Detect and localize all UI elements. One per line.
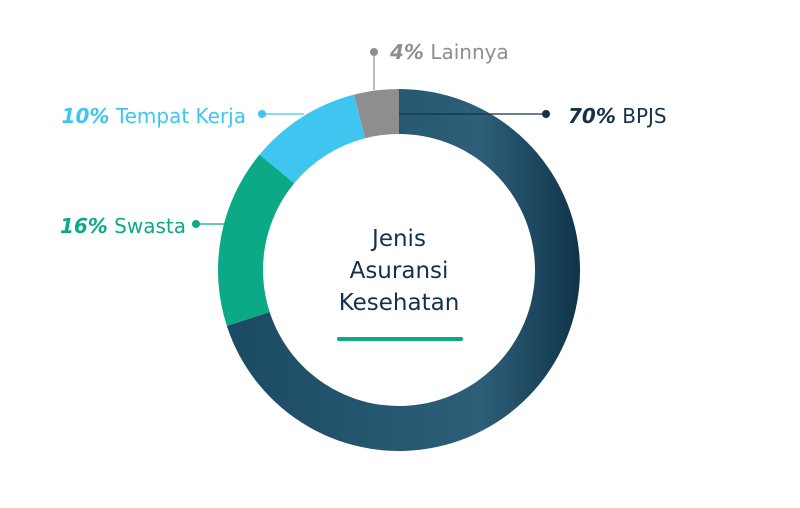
slice-swasta <box>218 154 295 326</box>
slice-name-tempat-kerja: Tempat Kerja <box>109 104 246 128</box>
slice-name-bpjs: BPJS <box>616 104 667 128</box>
leader-dot-bpjs <box>542 110 550 118</box>
leader-dot-tempat-kerja <box>258 110 266 118</box>
center-title-line-3: Kesehatan <box>339 290 460 316</box>
slice-percent-bpjs: 70% <box>568 104 616 128</box>
center-title: Jenis Asuransi Kesehatan <box>339 226 460 316</box>
leader-dot-lainnya <box>370 48 378 56</box>
slice-percent-tempat-kerja: 10% <box>62 104 110 128</box>
slice-percent-swasta: 16% <box>60 214 108 238</box>
slice-percent-lainnya: 4% <box>389 40 424 64</box>
slice-lainnya <box>353 89 399 139</box>
center-title-line-1: Jenis <box>370 226 426 252</box>
slice-tempat-kerja <box>259 94 366 184</box>
leader-dot-swasta <box>192 220 200 228</box>
center-title-line-2: Asuransi <box>350 258 449 284</box>
slice-name-swasta: Swasta <box>108 214 186 238</box>
slice-label-bpjs: 70% BPJS <box>568 104 667 128</box>
slice-labels: 70% BPJS 16% Swasta 10% Tempat Kerja 4% Lai… <box>60 40 667 238</box>
donut-slices <box>218 89 580 452</box>
slice-label-swasta: 16% Swasta <box>60 214 186 238</box>
slice-name-lainnya: Lainnya <box>424 40 509 64</box>
label-leaders <box>192 48 550 228</box>
slice-label-lainnya: 4% Lainnya <box>389 40 509 64</box>
slice-label-tempat-kerja: 10% Tempat Kerja <box>62 104 246 128</box>
